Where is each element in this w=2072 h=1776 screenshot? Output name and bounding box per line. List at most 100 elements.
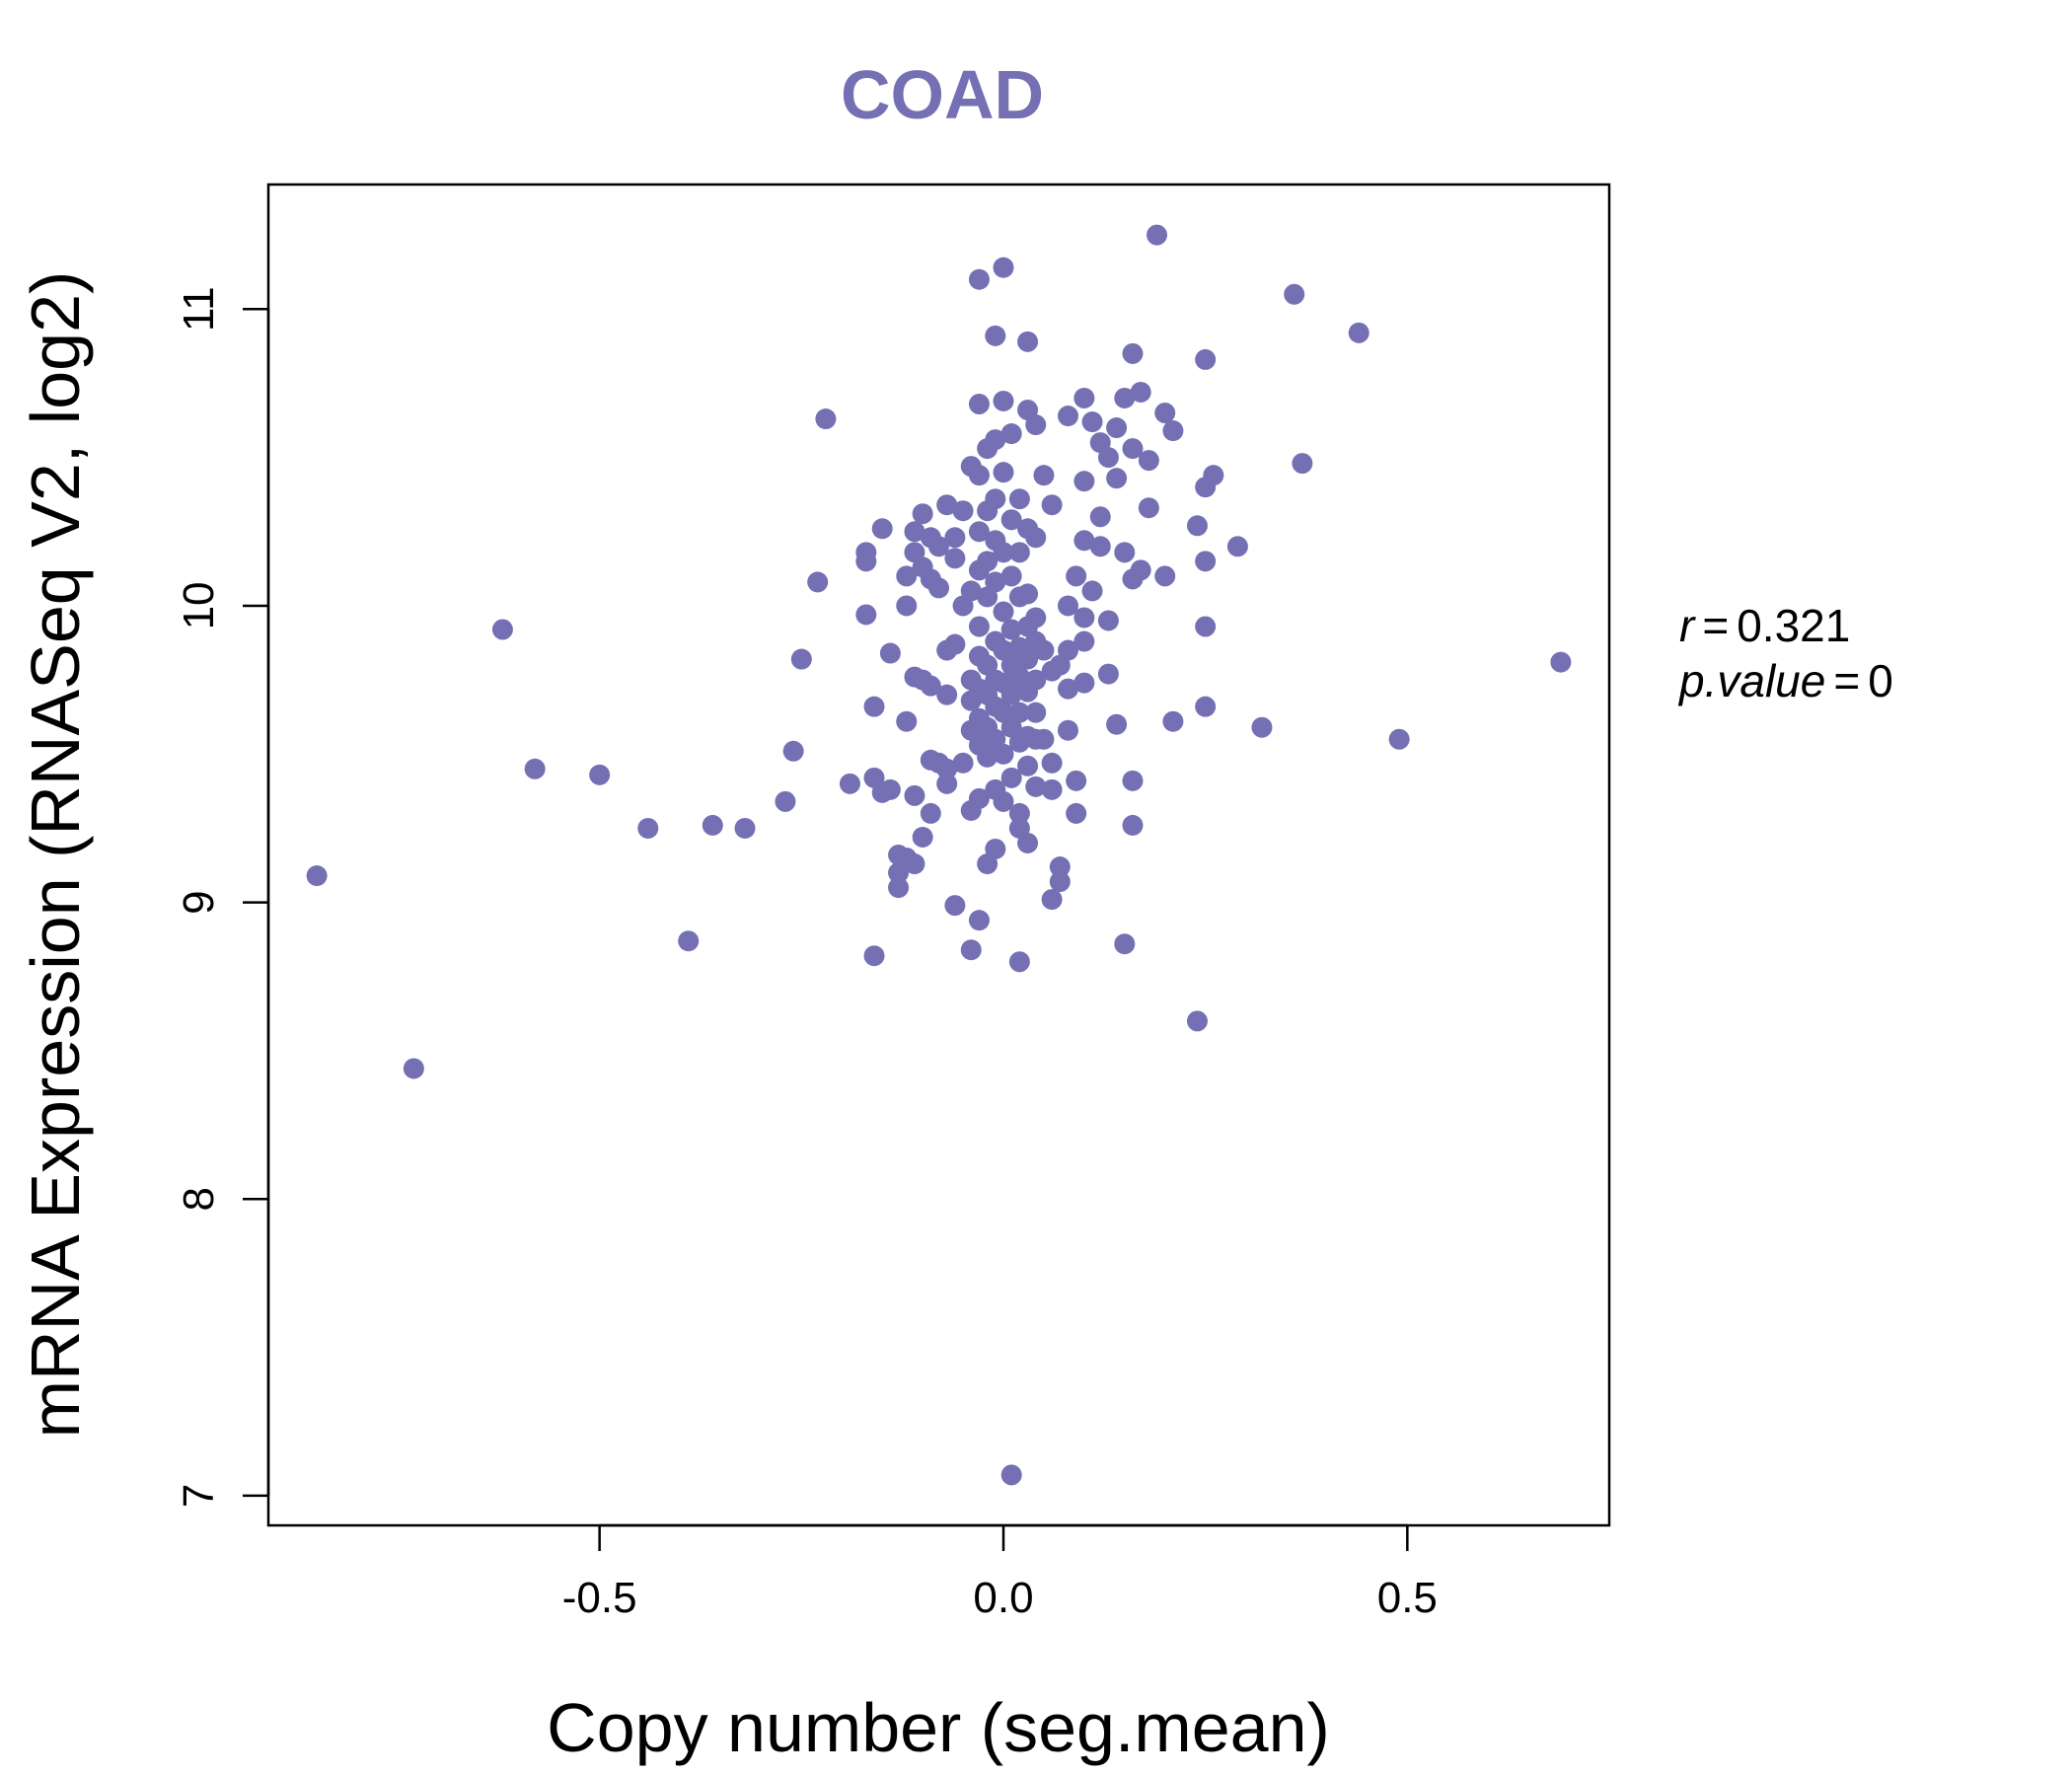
data-point xyxy=(1162,710,1184,732)
stat-p-eq: = xyxy=(1833,655,1860,706)
data-point xyxy=(1008,951,1030,973)
data-point xyxy=(1138,497,1159,519)
data-point xyxy=(904,521,925,543)
data-point xyxy=(1025,414,1047,436)
data-point xyxy=(1066,802,1087,824)
data-point xyxy=(1348,322,1369,343)
data-point xyxy=(993,601,1014,623)
data-point xyxy=(977,551,999,572)
data-point xyxy=(928,577,949,599)
data-point xyxy=(1154,403,1176,424)
stat-p-label: p.value xyxy=(1677,655,1825,706)
data-point xyxy=(960,939,982,961)
data-point xyxy=(1073,387,1095,408)
data-point xyxy=(879,642,901,664)
data-point xyxy=(968,393,990,414)
data-point xyxy=(1195,551,1217,572)
stat-r-eq: = xyxy=(1702,600,1729,651)
data-point xyxy=(1106,417,1128,439)
data-point xyxy=(920,675,941,697)
data-point xyxy=(1057,719,1078,741)
x-tick-label: 0.5 xyxy=(1377,1574,1438,1622)
data-point xyxy=(1041,778,1063,800)
data-point xyxy=(968,910,990,931)
x-tick-label: -0.5 xyxy=(562,1574,637,1622)
data-point xyxy=(1066,770,1087,791)
data-point xyxy=(1154,565,1176,587)
data-point xyxy=(1122,438,1144,460)
x-axis: -0.5 0.0 0.5 xyxy=(562,1523,1438,1622)
data-point xyxy=(815,408,837,430)
data-point xyxy=(912,826,933,848)
data-point xyxy=(1251,716,1273,738)
x-axis-title: Copy number (seg.mean) xyxy=(547,1689,1330,1766)
data-point xyxy=(1000,509,1022,531)
data-point xyxy=(1057,639,1078,661)
data-point xyxy=(993,257,1014,278)
data-point xyxy=(702,814,723,836)
data-point xyxy=(1000,423,1022,445)
data-point xyxy=(1008,802,1030,824)
data-point xyxy=(790,648,812,670)
data-point xyxy=(1017,755,1039,777)
data-point xyxy=(993,462,1014,483)
data-points xyxy=(306,224,1572,1486)
data-point xyxy=(1097,447,1119,469)
stat-r: r = 0.321 xyxy=(1679,600,1850,651)
data-point xyxy=(904,784,925,806)
data-point xyxy=(952,752,974,774)
data-point xyxy=(928,536,949,557)
y-tick-label: 10 xyxy=(175,581,223,629)
data-point xyxy=(1122,770,1144,791)
data-point xyxy=(678,930,700,952)
data-point xyxy=(896,710,918,732)
data-point xyxy=(1017,832,1039,853)
data-point xyxy=(1122,342,1144,364)
data-point xyxy=(1081,580,1103,602)
data-point xyxy=(1033,639,1055,661)
data-point xyxy=(871,518,893,540)
data-point xyxy=(1025,702,1047,723)
stat-p-value: 0 xyxy=(1868,655,1893,706)
data-point xyxy=(1008,542,1030,563)
data-point xyxy=(1186,515,1208,537)
y-axis-title: mRNA Expression (RNASeq V2, log2) xyxy=(17,271,94,1439)
data-point xyxy=(1114,387,1136,408)
data-point xyxy=(904,853,925,875)
y-tick-label: 8 xyxy=(175,1187,223,1211)
data-point xyxy=(1138,450,1159,472)
data-point xyxy=(1057,595,1078,617)
data-point xyxy=(985,429,1006,451)
data-point xyxy=(936,684,958,705)
data-point xyxy=(1049,871,1071,893)
data-point xyxy=(1041,494,1063,516)
data-point xyxy=(960,580,982,602)
data-point xyxy=(985,571,1006,593)
data-point xyxy=(1000,684,1022,705)
data-point xyxy=(1025,607,1047,629)
data-point xyxy=(1017,583,1039,605)
data-point xyxy=(879,778,901,800)
data-point xyxy=(993,390,1014,411)
data-point xyxy=(944,895,966,917)
y-tick-label: 9 xyxy=(175,890,223,914)
data-point xyxy=(896,595,918,617)
data-point xyxy=(1049,856,1071,878)
data-point xyxy=(1073,672,1095,694)
data-point xyxy=(775,790,796,812)
data-point xyxy=(993,743,1014,765)
data-point xyxy=(306,865,328,887)
data-point xyxy=(807,571,829,593)
data-point xyxy=(1203,465,1224,486)
data-point xyxy=(855,604,877,626)
data-point xyxy=(1017,331,1039,352)
data-point xyxy=(1073,471,1095,492)
data-point xyxy=(1033,465,1055,486)
data-point xyxy=(863,945,885,967)
data-point xyxy=(491,619,513,640)
data-point xyxy=(920,802,941,824)
data-point xyxy=(1041,889,1063,911)
data-point xyxy=(782,740,804,762)
data-point xyxy=(985,325,1006,346)
